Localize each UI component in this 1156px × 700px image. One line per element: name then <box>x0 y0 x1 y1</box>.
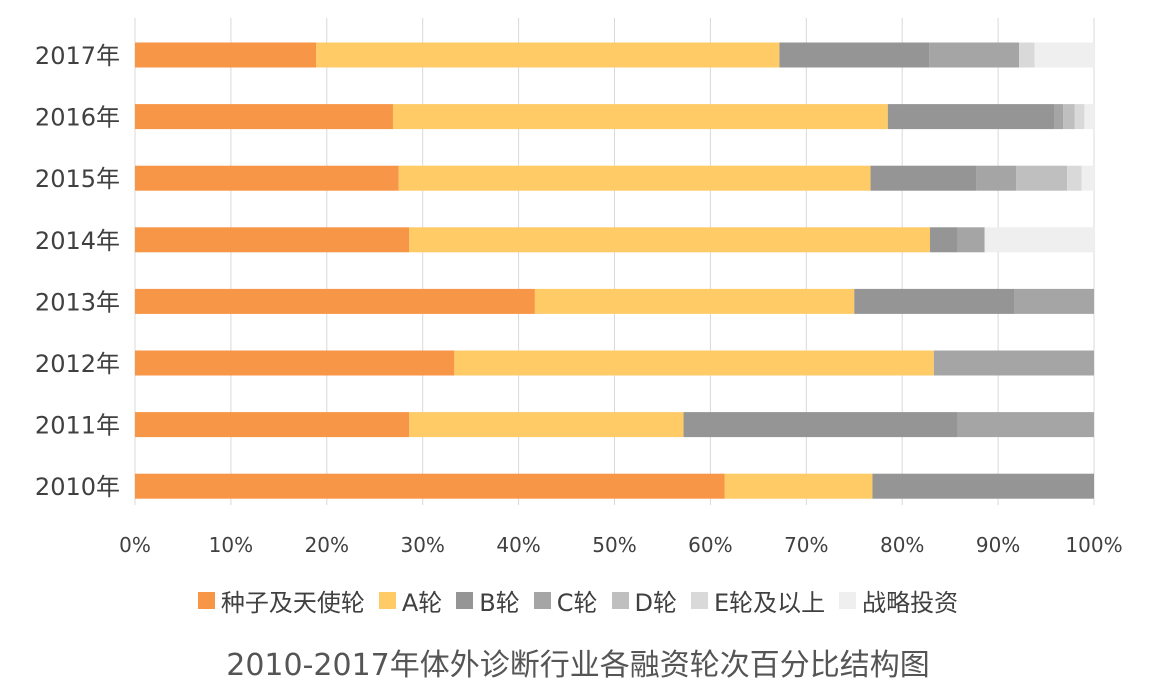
bar-segment <box>135 42 317 68</box>
bar-segment <box>409 227 931 253</box>
stacked-bar-chart: 0% 10% 20% 30% 40% 50% 60% 70% 80% 90% 100% 2017年 20… <box>35 18 1123 557</box>
legend-swatch <box>378 591 396 609</box>
x-tick-label: 100% <box>1065 533 1122 557</box>
bar-segment <box>409 412 684 438</box>
x-tick-label: 50% <box>592 533 636 557</box>
y-tick-label: 2012年 <box>35 350 120 378</box>
bar-segment <box>870 165 977 191</box>
bar-segment <box>135 412 410 438</box>
bar-segment <box>1019 42 1035 68</box>
x-tick-label: 20% <box>305 533 349 557</box>
legend-item: B轮 <box>456 583 520 618</box>
bar-segment <box>534 288 855 314</box>
bar-segment <box>976 165 1017 191</box>
legend-label: 战略投资 <box>862 588 959 617</box>
legend-label: B轮 <box>479 588 520 617</box>
legend-item: C轮 <box>533 583 598 618</box>
bar-segment <box>392 104 888 130</box>
bar-segment <box>854 288 1015 314</box>
y-tick-label: 2014年 <box>35 227 120 255</box>
bar-segment <box>398 165 871 191</box>
y-tick-label: 2011年 <box>35 412 120 440</box>
y-tick-label: 2016年 <box>35 104 120 132</box>
bar-segment <box>316 42 780 68</box>
legend-label: E轮及以上 <box>713 588 826 617</box>
bar-segment <box>930 227 958 253</box>
y-tick-label: 2017年 <box>35 42 120 70</box>
legend-swatch <box>611 591 629 609</box>
legend-label: 种子及天使轮 <box>220 588 365 617</box>
legend: 种子及天使轮 A轮 B轮 C轮 D轮 E轮及以上 战略投资 <box>0 578 1156 622</box>
chart-title: 2010-2017年体外诊断行业各融资轮次百分比结构图 <box>226 648 930 683</box>
x-tick-label: 70% <box>784 533 828 557</box>
bar-segment <box>1081 165 1094 191</box>
bar-segment <box>929 42 1020 68</box>
bar-segment <box>984 227 1094 253</box>
bar-segment <box>957 227 985 253</box>
legend-swatch <box>197 591 215 609</box>
bar-segment <box>1014 288 1094 314</box>
legend-item: 种子及天使轮 <box>197 583 365 618</box>
legend-item: A轮 <box>378 583 443 618</box>
bar-segment <box>135 350 455 376</box>
legend-label: D轮 <box>634 588 677 617</box>
legend-label: C轮 <box>556 588 598 617</box>
bar-segment <box>1063 104 1075 130</box>
bar-segment <box>933 350 1094 376</box>
bar-segment <box>957 412 1094 438</box>
bar-segment <box>1074 104 1085 130</box>
bar-segment <box>779 42 930 68</box>
y-tick-label: 2010年 <box>35 473 120 501</box>
y-tick-label: 2013年 <box>35 288 120 316</box>
bar-segment <box>872 473 1094 499</box>
bar-segment <box>1016 165 1068 191</box>
bar-segment <box>1084 104 1094 130</box>
x-tick-label: 40% <box>496 533 540 557</box>
bar-segment <box>454 350 934 376</box>
legend-swatch <box>533 591 551 609</box>
bar-segment <box>1034 42 1094 68</box>
x-tick-label: 60% <box>688 533 732 557</box>
bar-segment <box>135 288 535 314</box>
legend-label: A轮 <box>401 588 443 617</box>
bar-segment <box>135 473 725 499</box>
bar-segment <box>683 412 958 438</box>
bar-segment <box>1054 104 1064 130</box>
x-tick-label: 30% <box>400 533 444 557</box>
legend-swatch <box>690 591 708 609</box>
x-tick-label: 90% <box>976 533 1020 557</box>
legend-swatch <box>456 591 474 609</box>
bar-segment <box>724 473 873 499</box>
legend-swatch <box>839 591 857 609</box>
bar-segment <box>135 165 399 191</box>
bar-segment <box>135 104 393 130</box>
x-tick-label: 80% <box>880 533 924 557</box>
legend-item: E轮及以上 <box>690 583 826 618</box>
y-tick-label: 2015年 <box>35 165 120 193</box>
legend-item: 战略投资 <box>839 583 958 618</box>
bar-segment <box>887 104 1055 130</box>
bar-segment <box>1067 165 1082 191</box>
x-tick-label: 0% <box>119 533 151 557</box>
bar-segment <box>135 227 410 253</box>
x-tick-label: 10% <box>209 533 253 557</box>
legend-item: D轮 <box>611 583 677 618</box>
